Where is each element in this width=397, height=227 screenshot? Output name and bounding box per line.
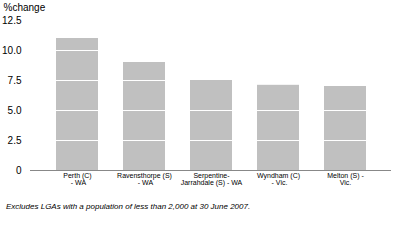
svg-text:%change: %change	[4, 2, 46, 13]
svg-text:2.5: 2.5	[8, 135, 22, 146]
svg-text:0: 0	[16, 165, 22, 176]
html-text:Excludes LGAs with a populatio: Excludes LGAs with a population of less …	[6, 202, 251, 211]
svg-text:12.5: 12.5	[2, 15, 22, 26]
svg-text:5.0: 5.0	[8, 105, 22, 116]
svg-text:Melton (S) -Vic.: Melton (S) -Vic.	[327, 172, 364, 186]
svg-text:Perth (C) - WA: Perth (C) - WA	[63, 172, 91, 186]
svg-text:Serpentine-Jarrahdale (S) - WA: Serpentine-Jarrahdale (S) - WA	[181, 172, 243, 187]
svg-text:Wyndham (C) - Vic.: Wyndham (C) - Vic.	[257, 172, 300, 186]
svg-text:Ravensthorpe (S) - WA: Ravensthorpe (S) - WA	[117, 172, 172, 186]
svg-text:10.0: 10.0	[2, 45, 22, 56]
svg-text:7.5: 7.5	[8, 75, 22, 86]
